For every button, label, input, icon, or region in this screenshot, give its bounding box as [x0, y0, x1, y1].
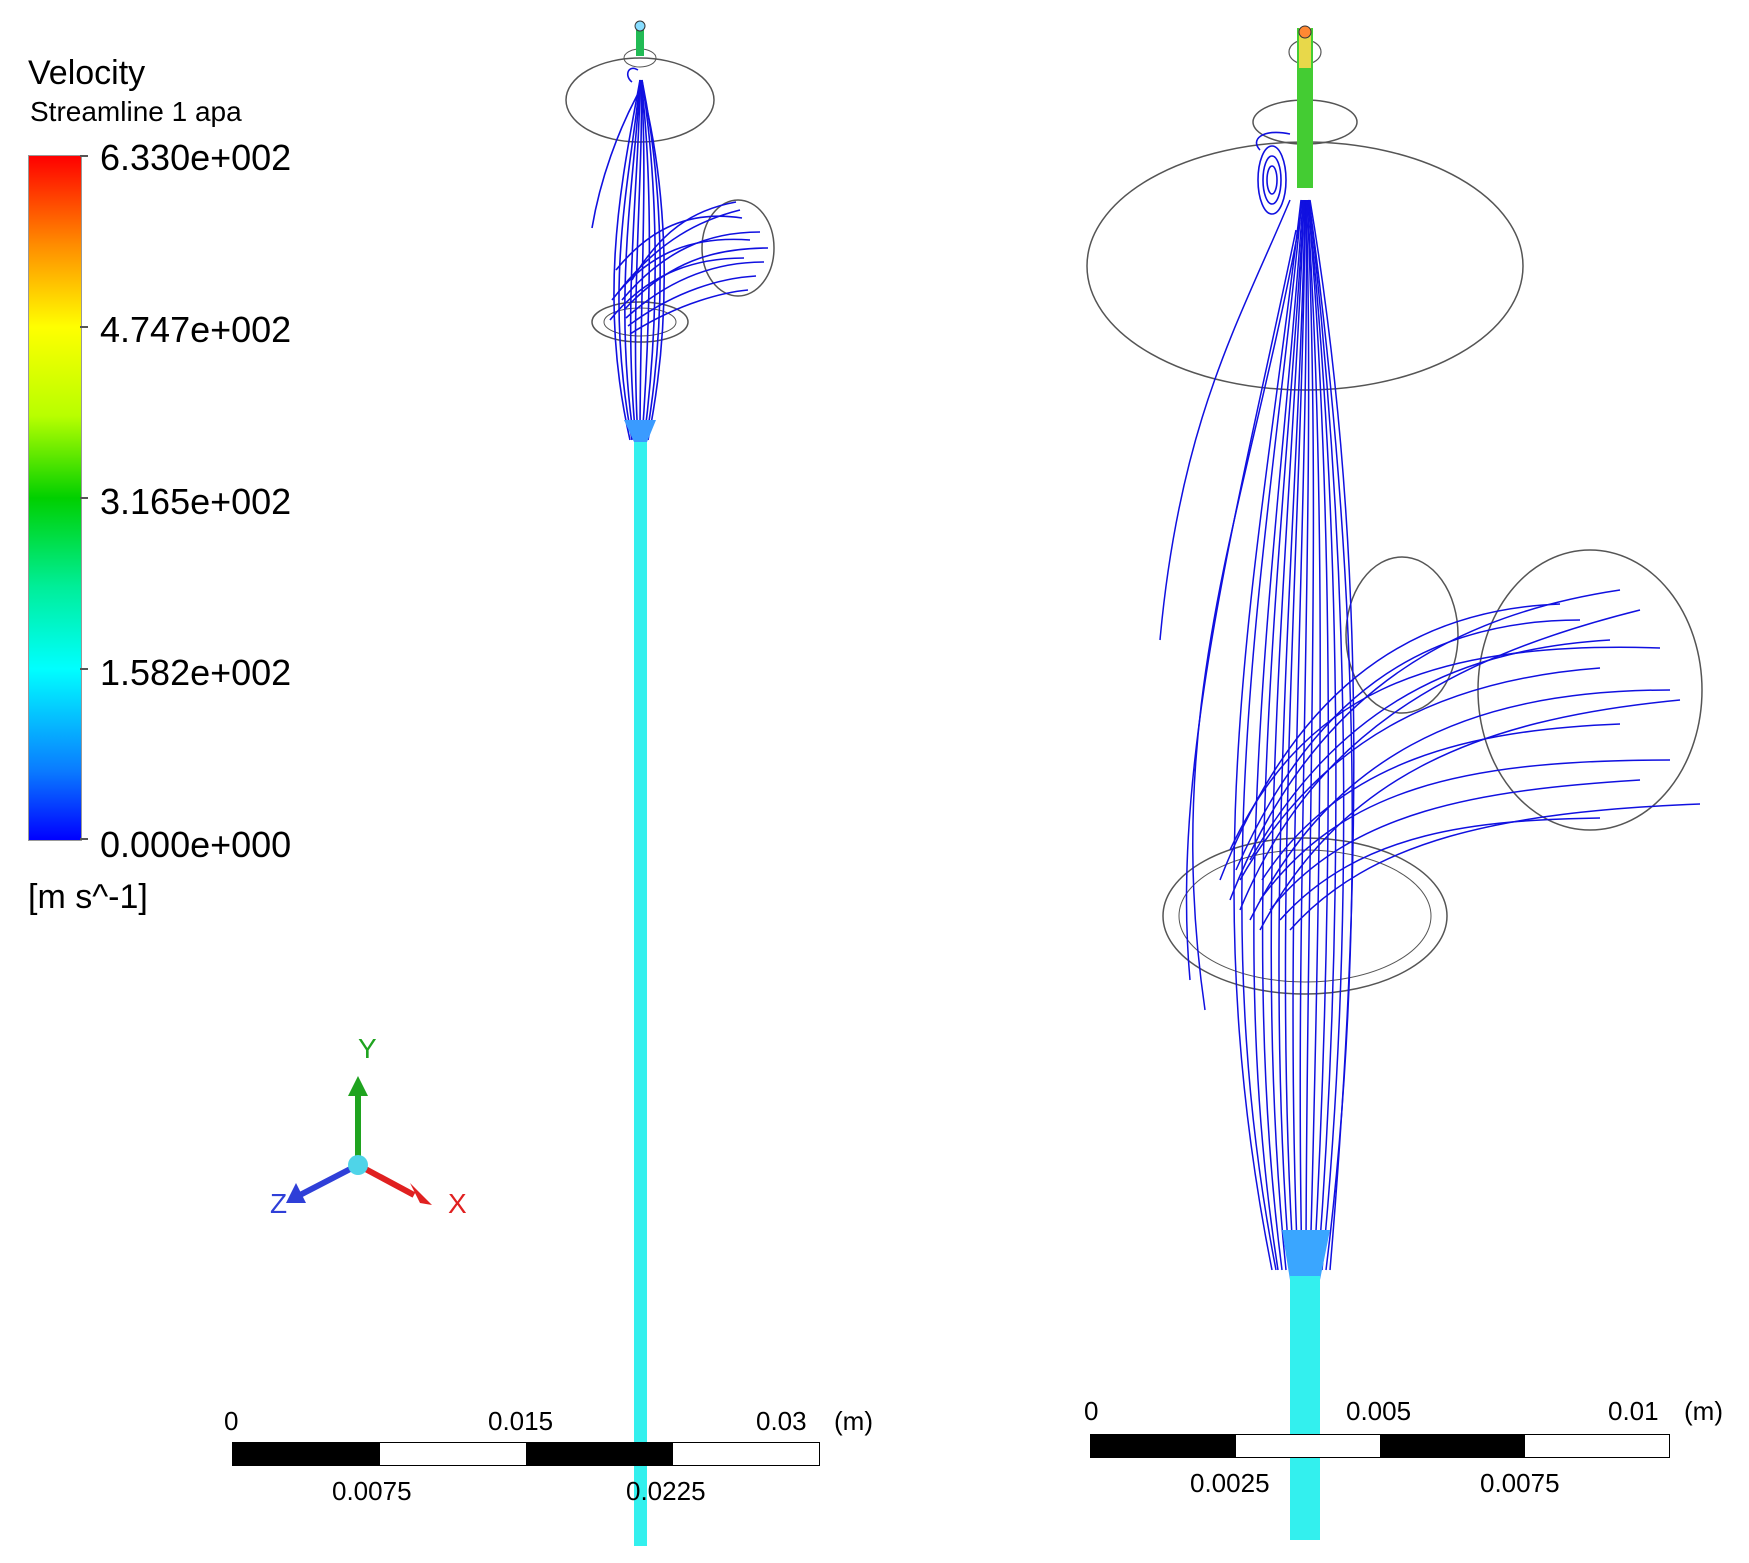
right-scale-label: 0.005	[1346, 1396, 1412, 1426]
scale-segment	[233, 1443, 380, 1465]
right-view	[1086, 25, 1703, 1540]
right-nozzle-cap	[1298, 25, 1312, 39]
tick-label-max: 6.330e+002	[100, 137, 292, 178]
left-streamlines	[591, 67, 769, 441]
scale-segment	[672, 1443, 819, 1465]
tick-label: 4.747e+002	[100, 309, 292, 350]
triad-x-label: X	[448, 1188, 467, 1219]
right-scale-label: 0.0075	[1480, 1468, 1560, 1498]
right-geometry-outline	[1178, 849, 1432, 983]
left-scale-label: 0.015	[488, 1406, 554, 1436]
scale-segment	[379, 1443, 526, 1465]
tick-mark	[80, 497, 88, 499]
left-jet-taper	[624, 420, 656, 442]
axis-triad	[286, 1076, 432, 1205]
left-scale-label: 0	[224, 1406, 239, 1436]
scale-segment	[526, 1443, 673, 1465]
right-geometry-outline	[1345, 556, 1459, 714]
tick-mark	[80, 326, 88, 328]
left-scale-bar	[232, 1442, 820, 1466]
left-scale-unit: (m)	[834, 1406, 873, 1436]
scale-segment	[1380, 1435, 1525, 1457]
scale-segment	[1235, 1435, 1380, 1457]
tick-mark	[80, 838, 88, 840]
tick-mark	[80, 668, 88, 670]
legend-units: [m s^-1]	[28, 878, 148, 916]
left-geometry-outline	[565, 57, 715, 143]
left-geometry-outline	[591, 301, 689, 343]
right-jet	[1290, 1276, 1320, 1540]
right-geometry-outline	[1162, 837, 1448, 995]
left-geometry-outline	[603, 307, 677, 337]
left-geometry-outline	[701, 199, 775, 297]
left-nozzle-tip	[636, 22, 644, 56]
right-vortex	[1255, 131, 1291, 215]
right-scale-unit: (m)	[1684, 1396, 1723, 1426]
right-scale-label: 0	[1084, 1396, 1099, 1426]
scale-segment	[1091, 1435, 1236, 1457]
tick-label: 1.582e+002	[100, 652, 292, 693]
tick-mark	[80, 155, 88, 157]
triad-origin	[348, 1155, 368, 1175]
left-scale-label: 0.0075	[332, 1476, 412, 1506]
right-scale-bar	[1090, 1434, 1670, 1458]
color-bar	[28, 155, 82, 841]
right-nozzle-tip	[1299, 28, 1311, 68]
left-nozzle-cap	[634, 20, 646, 32]
left-scale-label: 0.03	[756, 1406, 807, 1436]
left-scale-label: 0.0225	[626, 1476, 706, 1506]
legend-subtitle: Streamline 1 apa	[30, 96, 242, 127]
left-jet	[634, 440, 647, 1546]
left-view	[565, 20, 775, 1546]
triad-y-label: Y	[358, 1033, 377, 1064]
tick-label: 3.165e+002	[100, 481, 292, 522]
right-streamlines	[1159, 199, 1701, 1271]
right-scale-label: 0.01	[1608, 1396, 1659, 1426]
legend-title: Velocity	[28, 54, 146, 92]
scale-segment	[1524, 1435, 1669, 1457]
tick-label-min: 0.000e+000	[100, 824, 292, 865]
right-jet-taper	[1282, 1230, 1330, 1280]
right-scale-label: 0.0025	[1190, 1468, 1270, 1498]
triad-z-label: Z	[270, 1188, 288, 1219]
